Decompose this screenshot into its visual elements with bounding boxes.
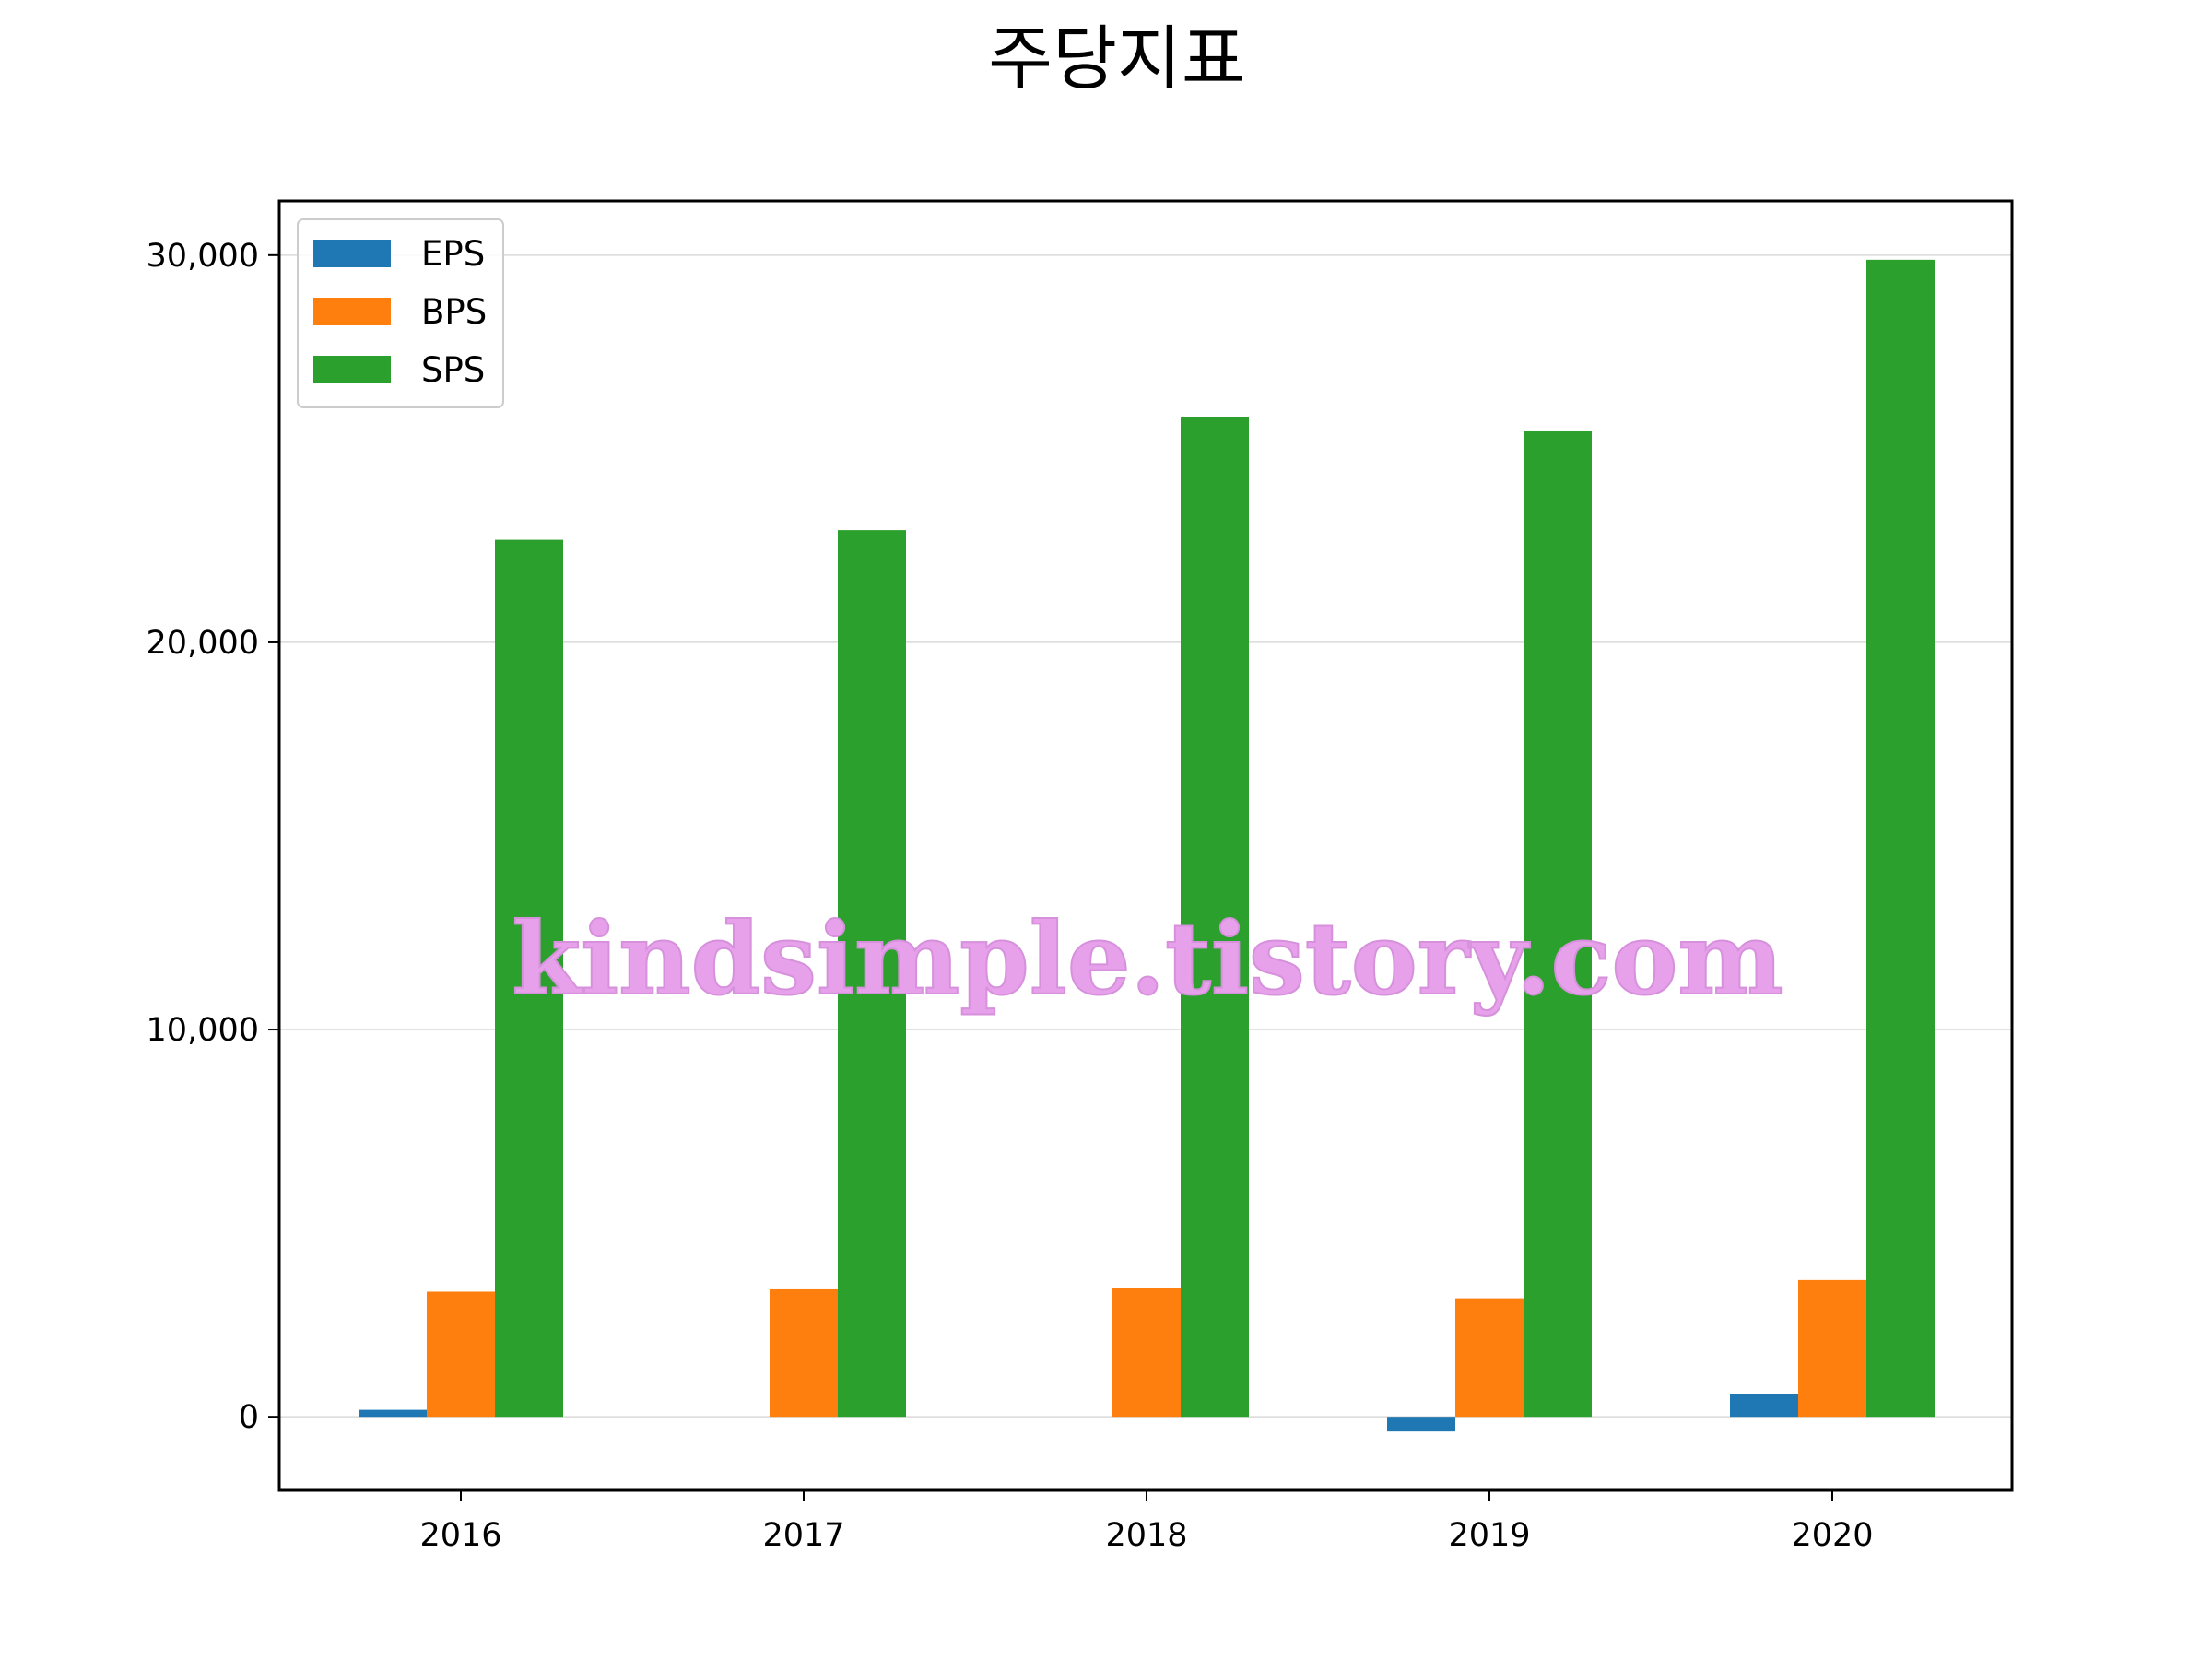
bar-bps-2017 [770,1288,838,1418]
axis-ticks: 0 10,000 20,000 30,000 2016 2017 2018 2019 2020 [147,238,1874,1554]
watermark-text: kindsimple.tistory.com [512,901,1783,1018]
chart-title: 주당지표 [988,18,1246,100]
bar-sps-2017 [838,530,906,1418]
y-tick-label: 0 [239,1399,259,1436]
bar-bps-2018 [1112,1288,1181,1418]
x-tick-label: 2017 [762,1517,844,1554]
legend-label-bps: BPS [421,292,487,332]
legend-label-sps: SPS [421,350,485,390]
y-tick-label: 20,000 [147,625,259,662]
bar-sps-2019 [1524,430,1592,1418]
x-tick-label: 2020 [1791,1517,1873,1554]
y-tick-label: 30,000 [147,238,259,275]
x-tick-label: 2019 [1448,1517,1530,1554]
legend-swatch-eps [313,240,391,267]
legend: EPS BPS SPS [297,218,504,408]
legend-label-eps: EPS [421,234,485,274]
y-tick-label: 10,000 [147,1012,259,1049]
bar-eps-2019 [1387,1417,1455,1432]
bar-bps-2019 [1455,1298,1524,1418]
legend-swatch-sps [313,356,391,383]
bar-sps-2016 [495,539,563,1418]
bars [359,259,1935,1432]
bar-eps-2020 [1730,1394,1798,1418]
bar-eps-2016 [359,1409,427,1418]
x-tick-label: 2018 [1105,1517,1187,1554]
legend-swatch-bps [313,298,391,325]
bar-sps-2018 [1181,417,1249,1418]
bar-bps-2020 [1798,1279,1866,1418]
x-tick-label: 2016 [419,1517,501,1554]
bar-bps-2016 [427,1291,495,1418]
bar-sps-2020 [1866,259,1935,1418]
